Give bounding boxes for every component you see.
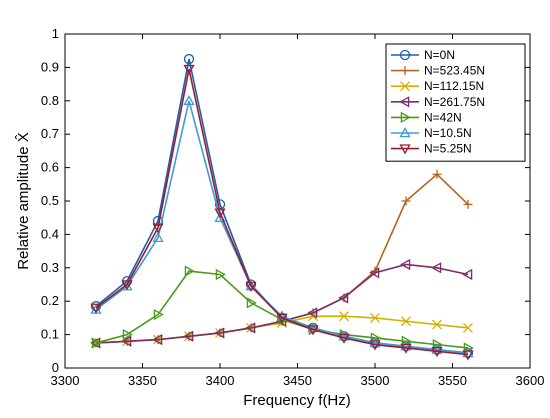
- legend-marker: [399, 96, 410, 108]
- data-point: [307, 322, 319, 333]
- data-point: [183, 330, 194, 342]
- data-point: [245, 322, 256, 334]
- legend-marker: [400, 81, 410, 92]
- data-point: [400, 340, 412, 351]
- y-tick-label: 0: [52, 360, 59, 375]
- x-tick-label: 3300: [51, 373, 80, 388]
- y-tick-label: 0.4: [41, 226, 59, 241]
- legend-label: N=261.75N: [424, 95, 485, 109]
- series-line: [95, 68, 469, 356]
- data-point: [153, 308, 164, 321]
- data-point: [90, 303, 102, 314]
- data-point: [307, 307, 318, 319]
- data-point: [152, 223, 164, 234]
- data-point: [431, 262, 442, 274]
- data-point: [214, 327, 225, 339]
- data-point: [338, 330, 350, 341]
- data-point: [183, 53, 195, 65]
- legend-item: N=10.5N: [391, 126, 472, 140]
- data-point: [245, 279, 257, 290]
- data-point: [432, 319, 442, 330]
- x-tick-label: 3450: [283, 373, 312, 388]
- data-point: [463, 322, 473, 333]
- series-layer: [90, 53, 474, 361]
- data-point: [276, 313, 288, 324]
- legend-marker: [400, 66, 410, 76]
- data-point: [370, 312, 380, 323]
- series-line: [95, 100, 469, 354]
- data-point: [183, 64, 195, 75]
- data-point: [432, 169, 442, 179]
- legend-label: N=0N: [424, 48, 455, 62]
- x-tick-label: 3400: [206, 373, 235, 388]
- data-point: [431, 347, 443, 358]
- data-point: [401, 196, 411, 206]
- series-7: [90, 64, 474, 361]
- y-tick-label: 0.9: [41, 59, 59, 74]
- legend-label: N=10.5N: [424, 126, 472, 140]
- data-point: [184, 265, 195, 277]
- legend-label: N=112.15N: [424, 79, 484, 93]
- legend-marker: [400, 111, 411, 124]
- legend-item: N=523.45N: [391, 64, 485, 78]
- legend-item: N=261.75N: [391, 95, 485, 109]
- legend-item: N=42N: [391, 110, 462, 124]
- data-point: [122, 328, 133, 341]
- y-axis: 0 0.1 0.2 0.3 0.4 0.5 0.6 0.7 0.8 0.9 1: [41, 26, 530, 375]
- data-point: [369, 267, 380, 279]
- legend-marker: [399, 49, 411, 61]
- legend-label: N=5.25N: [424, 142, 472, 156]
- legend-item: N=5.25N: [391, 142, 472, 156]
- legend-item: N=112.15N: [391, 79, 484, 93]
- data-point: [338, 333, 350, 344]
- x-tick-label: 3550: [438, 373, 467, 388]
- data-point: [339, 311, 349, 322]
- y-axis-label: Relative amplitude X̂: [15, 132, 32, 270]
- y-tick-label: 0.5: [41, 193, 59, 208]
- x-tick-label: 3600: [516, 373, 545, 388]
- y-tick-label: 0.2: [41, 293, 59, 308]
- data-point: [369, 337, 381, 348]
- data-point: [152, 231, 164, 242]
- data-point: [152, 334, 163, 346]
- data-point: [338, 292, 349, 304]
- data-point: [401, 316, 411, 327]
- data-point: [214, 208, 226, 219]
- data-point: [121, 335, 132, 347]
- legend-marker: [399, 127, 411, 138]
- data-point: [431, 343, 443, 354]
- y-tick-label: 0.7: [41, 126, 59, 141]
- data-point: [215, 268, 226, 281]
- legend-label: N=523.45N: [424, 64, 485, 78]
- data-point: [400, 343, 412, 354]
- data-point: [91, 337, 102, 349]
- data-point: [121, 280, 133, 291]
- data-point: [400, 258, 411, 271]
- data-point: [246, 297, 257, 309]
- data-point: [462, 268, 473, 281]
- y-tick-label: 1: [52, 26, 59, 41]
- y-tick-label: 0.1: [41, 327, 59, 342]
- legend-marker: [399, 144, 411, 155]
- data-point: [462, 347, 474, 358]
- data-point: [463, 199, 473, 209]
- x-tick-label: 3350: [128, 373, 157, 388]
- x-axis-label: Frequency f(Hz): [243, 392, 351, 409]
- x-axis: 3300 3350 3400 3450 3500 3550 3600: [51, 34, 545, 388]
- x-tick-label: 3500: [361, 373, 390, 388]
- legend-item: N=0N: [391, 48, 455, 62]
- y-tick-label: 0.3: [41, 260, 59, 275]
- data-point: [307, 325, 319, 336]
- data-point: [183, 94, 195, 106]
- data-point: [462, 350, 474, 361]
- y-tick-label: 0.6: [41, 160, 59, 175]
- legend-label: N=42N: [424, 110, 462, 124]
- y-tick-label: 0.8: [41, 93, 59, 108]
- data-point: [369, 340, 381, 351]
- data-point: [245, 281, 257, 293]
